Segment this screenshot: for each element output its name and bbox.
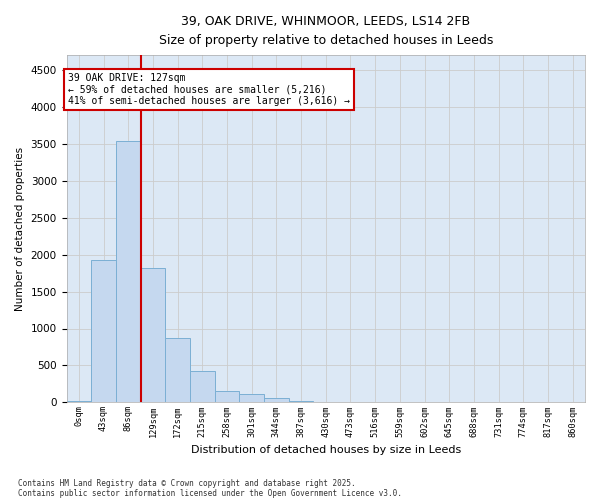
Bar (239, 394, 264, 402)
Bar (91, 260, 116, 402)
Bar (190, 370, 215, 402)
Text: Contains public sector information licensed under the Open Government Licence v3: Contains public sector information licen… (18, 488, 402, 498)
X-axis label: Distribution of detached houses by size in Leeds: Distribution of detached houses by size … (191, 445, 461, 455)
Title: 39, OAK DRIVE, WHINMOOR, LEEDS, LS14 2FB
Size of property relative to detached h: 39, OAK DRIVE, WHINMOOR, LEEDS, LS14 2FB… (158, 15, 493, 47)
Text: 39 OAK DRIVE: 127sqm
← 59% of detached houses are smaller (5,216)
41% of semi-de: 39 OAK DRIVE: 127sqm ← 59% of detached h… (68, 73, 350, 106)
Bar (264, 398, 289, 402)
Bar (215, 390, 239, 402)
Text: Contains HM Land Registry data © Crown copyright and database right 2025.: Contains HM Land Registry data © Crown c… (18, 478, 356, 488)
Bar (289, 401, 313, 402)
Bar (116, 141, 140, 403)
Bar (165, 338, 190, 402)
Y-axis label: Number of detached properties: Number of detached properties (15, 146, 25, 311)
Bar (140, 268, 165, 402)
